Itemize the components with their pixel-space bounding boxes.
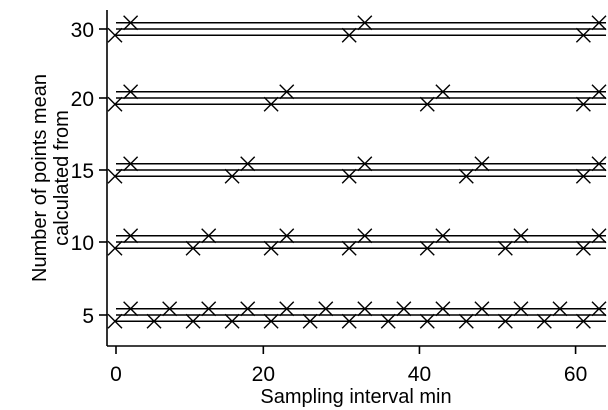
- y-axis-label: Number of points mean calculated from: [29, 74, 73, 282]
- point-10-33: [357, 228, 373, 244]
- y-tick-label-10: 10: [71, 232, 94, 255]
- point-5-23: [279, 301, 295, 317]
- point-20-1: [107, 96, 123, 112]
- y-tick-label-5: 5: [82, 305, 94, 328]
- point-5-33: [357, 301, 373, 317]
- series-10: [107, 228, 607, 256]
- point-15-18: [240, 156, 256, 172]
- point-5-41: [419, 313, 435, 329]
- point-10-43: [435, 228, 451, 244]
- series-20: [107, 84, 607, 112]
- y-axis-label-line-1: Number of points mean: [29, 74, 51, 282]
- point-5-46: [458, 313, 474, 329]
- point-15-16: [224, 168, 240, 184]
- point-15-61: [575, 168, 591, 184]
- point-30-33: [357, 15, 373, 31]
- point-30-61: [575, 27, 591, 43]
- point-15-1: [107, 168, 123, 184]
- point-20-43: [435, 84, 451, 100]
- point-5-48: [474, 301, 490, 317]
- series-15: [107, 156, 607, 184]
- point-10-53: [513, 228, 529, 244]
- point-5-51: [497, 313, 513, 329]
- axes: [106, 10, 606, 347]
- point-5-58: [552, 301, 568, 317]
- y-axis-label-line-2: calculated from: [51, 110, 73, 246]
- point-10-3: [123, 228, 139, 244]
- point-10-23: [279, 228, 295, 244]
- x-tick-label-60: 60: [564, 363, 587, 386]
- point-5-26: [302, 313, 318, 329]
- point-15-48: [474, 156, 490, 172]
- point-5-3: [123, 301, 139, 317]
- point-15-31: [341, 168, 357, 184]
- point-15-3: [123, 156, 139, 172]
- point-5-18: [240, 301, 256, 317]
- point-15-46: [458, 168, 474, 184]
- point-10-51: [497, 240, 513, 256]
- point-5-21: [263, 313, 279, 329]
- point-10-21: [263, 240, 279, 256]
- x-axis-label: Sampling interval min: [260, 386, 451, 408]
- point-10-61: [575, 240, 591, 256]
- point-30-3: [123, 15, 139, 31]
- point-30-31: [341, 27, 357, 43]
- series-5: [107, 301, 607, 329]
- ticks: 0 20 40 60 5 10 15 20 30: [71, 19, 588, 386]
- point-5-6: [146, 313, 162, 329]
- y-tick-label-15: 15: [71, 160, 94, 183]
- point-5-13: [201, 301, 217, 317]
- point-10-31: [341, 240, 357, 256]
- point-5-36: [380, 313, 396, 329]
- y-tick-label-30: 30: [71, 19, 94, 42]
- point-10-1: [107, 240, 123, 256]
- point-20-3: [123, 84, 139, 100]
- point-5-11: [185, 313, 201, 329]
- point-5-38: [396, 301, 412, 317]
- point-15-63: [591, 156, 607, 172]
- point-5-61: [575, 313, 591, 329]
- point-5-63: [591, 301, 607, 317]
- x-tick-label-0: 0: [110, 363, 122, 386]
- point-15-33: [357, 156, 373, 172]
- point-5-53: [513, 301, 529, 317]
- point-30-63: [591, 15, 607, 31]
- point-5-31: [341, 313, 357, 329]
- y-tick-label-20: 20: [71, 88, 94, 111]
- point-20-23: [279, 84, 295, 100]
- x-tick-label-40: 40: [408, 363, 431, 386]
- series-30: [107, 15, 607, 43]
- point-30-1: [107, 27, 123, 43]
- point-5-43: [435, 301, 451, 317]
- point-5-56: [536, 313, 552, 329]
- x-tick-label-20: 20: [252, 363, 275, 386]
- point-10-63: [591, 228, 607, 244]
- point-20-21: [263, 96, 279, 112]
- point-20-61: [575, 96, 591, 112]
- point-10-41: [419, 240, 435, 256]
- point-5-28: [318, 301, 334, 317]
- point-10-13: [201, 228, 217, 244]
- plot-area: [107, 15, 607, 329]
- point-20-41: [419, 96, 435, 112]
- point-20-63: [591, 84, 607, 100]
- point-5-16: [224, 313, 240, 329]
- point-10-11: [185, 240, 201, 256]
- point-5-1: [107, 313, 123, 329]
- point-5-8: [162, 301, 178, 317]
